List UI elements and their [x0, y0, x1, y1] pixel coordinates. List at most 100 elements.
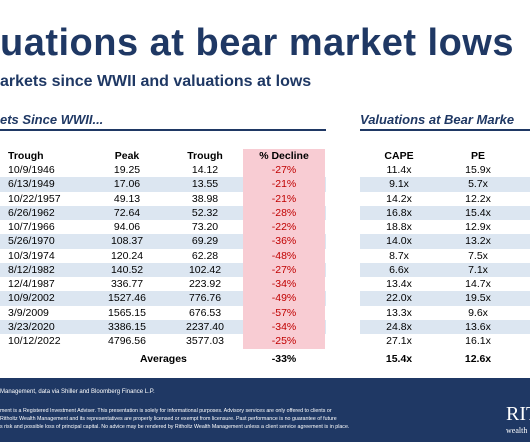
table-cell: 16.8x: [386, 206, 412, 219]
table-cell: 52.32: [191, 206, 219, 219]
row-band: [360, 177, 530, 192]
disclaimer: s risk and possible loss of principal ca…: [0, 424, 350, 430]
table-cell: 14.12: [191, 164, 219, 176]
table-cell: 38.98: [191, 192, 219, 205]
table-cell: 19.25: [113, 164, 141, 176]
table-cell: 14.2x: [386, 192, 412, 205]
table-cell: 10/12/2022: [8, 335, 61, 347]
column-header: CAPE: [384, 150, 414, 162]
average-cell: 12.6x: [464, 353, 492, 366]
table-cell: 13.4x: [386, 278, 412, 290]
table-cell: 69.29: [191, 235, 219, 248]
table-cell: 120.24: [110, 249, 144, 262]
table-cell: 62.28: [191, 249, 219, 262]
table-cell: 5/26/1970: [8, 235, 55, 248]
table-cell: 15.4x: [465, 206, 491, 219]
table-cell: 7.5x: [468, 249, 488, 262]
row-band: [360, 262, 530, 277]
table-cell: 140.52: [110, 263, 144, 276]
table-cell: 4796.56: [108, 335, 146, 347]
table-cell: 336.77: [110, 278, 144, 290]
table-cell: 10/22/1957: [8, 192, 61, 205]
table-cell: 108.37: [110, 235, 144, 248]
column-header: PE: [470, 150, 485, 162]
averages-label: Averages: [140, 353, 187, 366]
table-cell: 13.55: [191, 178, 219, 191]
table-cell: 3/9/2009: [8, 306, 49, 319]
row-band: [0, 177, 243, 192]
table-cell: 3386.15: [108, 320, 146, 333]
title: uations at bear market lows: [0, 22, 514, 64]
table-cell: 12/4/1987: [8, 278, 55, 290]
table-cell: 6/13/1949: [8, 178, 55, 191]
table-cell: 10/7/1966: [8, 221, 55, 233]
row-band: [0, 205, 243, 220]
table-cell: 17.06: [113, 178, 141, 191]
table-cell: 776.76: [188, 292, 222, 305]
table-cell: 19.5x: [465, 292, 491, 305]
divider: [360, 129, 530, 131]
row-band: [325, 205, 326, 220]
table-cell: -49%: [271, 292, 297, 305]
table-cell: 15.9x: [465, 164, 491, 176]
table-cell: 223.92: [188, 278, 222, 290]
table-cell: 102.42: [188, 263, 222, 276]
row-band: [325, 291, 326, 306]
table-cell: 10/9/2002: [8, 292, 55, 305]
table-cell: 94.06: [113, 221, 141, 233]
table-cell: -27%: [271, 164, 297, 176]
table-cell: 13.6x: [465, 320, 491, 333]
table-cell: -34%: [271, 278, 297, 290]
disclaimer: Ritholtz Wealth Management and its repre…: [0, 416, 337, 422]
table-cell: 16.1x: [465, 335, 491, 347]
table-cell: -21%: [271, 178, 297, 191]
table-cell: 9.1x: [389, 178, 409, 191]
table-cell: -25%: [271, 335, 297, 347]
average-cell: -33%: [271, 353, 297, 366]
logo: RIT: [506, 403, 530, 425]
row-band: [325, 234, 326, 249]
footer-band: [0, 378, 530, 442]
table-cell: -27%: [271, 263, 297, 276]
table-cell: -28%: [271, 206, 297, 219]
row-band: [360, 205, 530, 220]
row-band: [360, 291, 530, 306]
row-band: [0, 234, 243, 249]
row-band: [325, 177, 326, 192]
column-header: Trough: [8, 150, 44, 162]
table-cell: 3577.03: [186, 335, 224, 347]
table-cell: 12.9x: [465, 221, 491, 233]
table-cell: -22%: [271, 221, 297, 233]
table-cell: -57%: [271, 306, 297, 319]
table-cell: 72.64: [113, 206, 141, 219]
table-cell: 18.8x: [386, 221, 412, 233]
table-cell: 676.53: [188, 306, 222, 319]
column-header: Trough: [187, 150, 223, 162]
table-cell: 8.7x: [389, 249, 409, 262]
table-cell: -36%: [271, 235, 297, 248]
table-cell: -34%: [271, 320, 297, 333]
table-cell: 13.3x: [386, 306, 412, 319]
table-cell: 14.7x: [465, 278, 491, 290]
table-cell: 10/9/1946: [8, 164, 55, 176]
table-cell: 49.13: [113, 192, 141, 205]
divider: [0, 129, 326, 131]
row-band: [360, 319, 530, 334]
table-cell: 73.20: [191, 221, 219, 233]
row-band: [325, 262, 326, 277]
average-cell: 15.4x: [385, 353, 413, 366]
table-cell: 27.1x: [386, 335, 412, 347]
table-cell: 6/26/1962: [8, 206, 55, 219]
table-cell: -48%: [271, 249, 297, 262]
table-cell: 22.0x: [386, 292, 412, 305]
row-band: [325, 319, 326, 334]
source: Management, data via Shiller and Bloombe…: [0, 389, 155, 395]
row-band: [0, 262, 243, 277]
column-header: % Decline: [259, 150, 309, 162]
table-cell: 12.2x: [465, 192, 491, 205]
table-cell: 1565.15: [108, 306, 146, 319]
table-cell: 8/12/1982: [8, 263, 55, 276]
table-cell: 13.2x: [465, 235, 491, 248]
row-band: [0, 291, 243, 306]
